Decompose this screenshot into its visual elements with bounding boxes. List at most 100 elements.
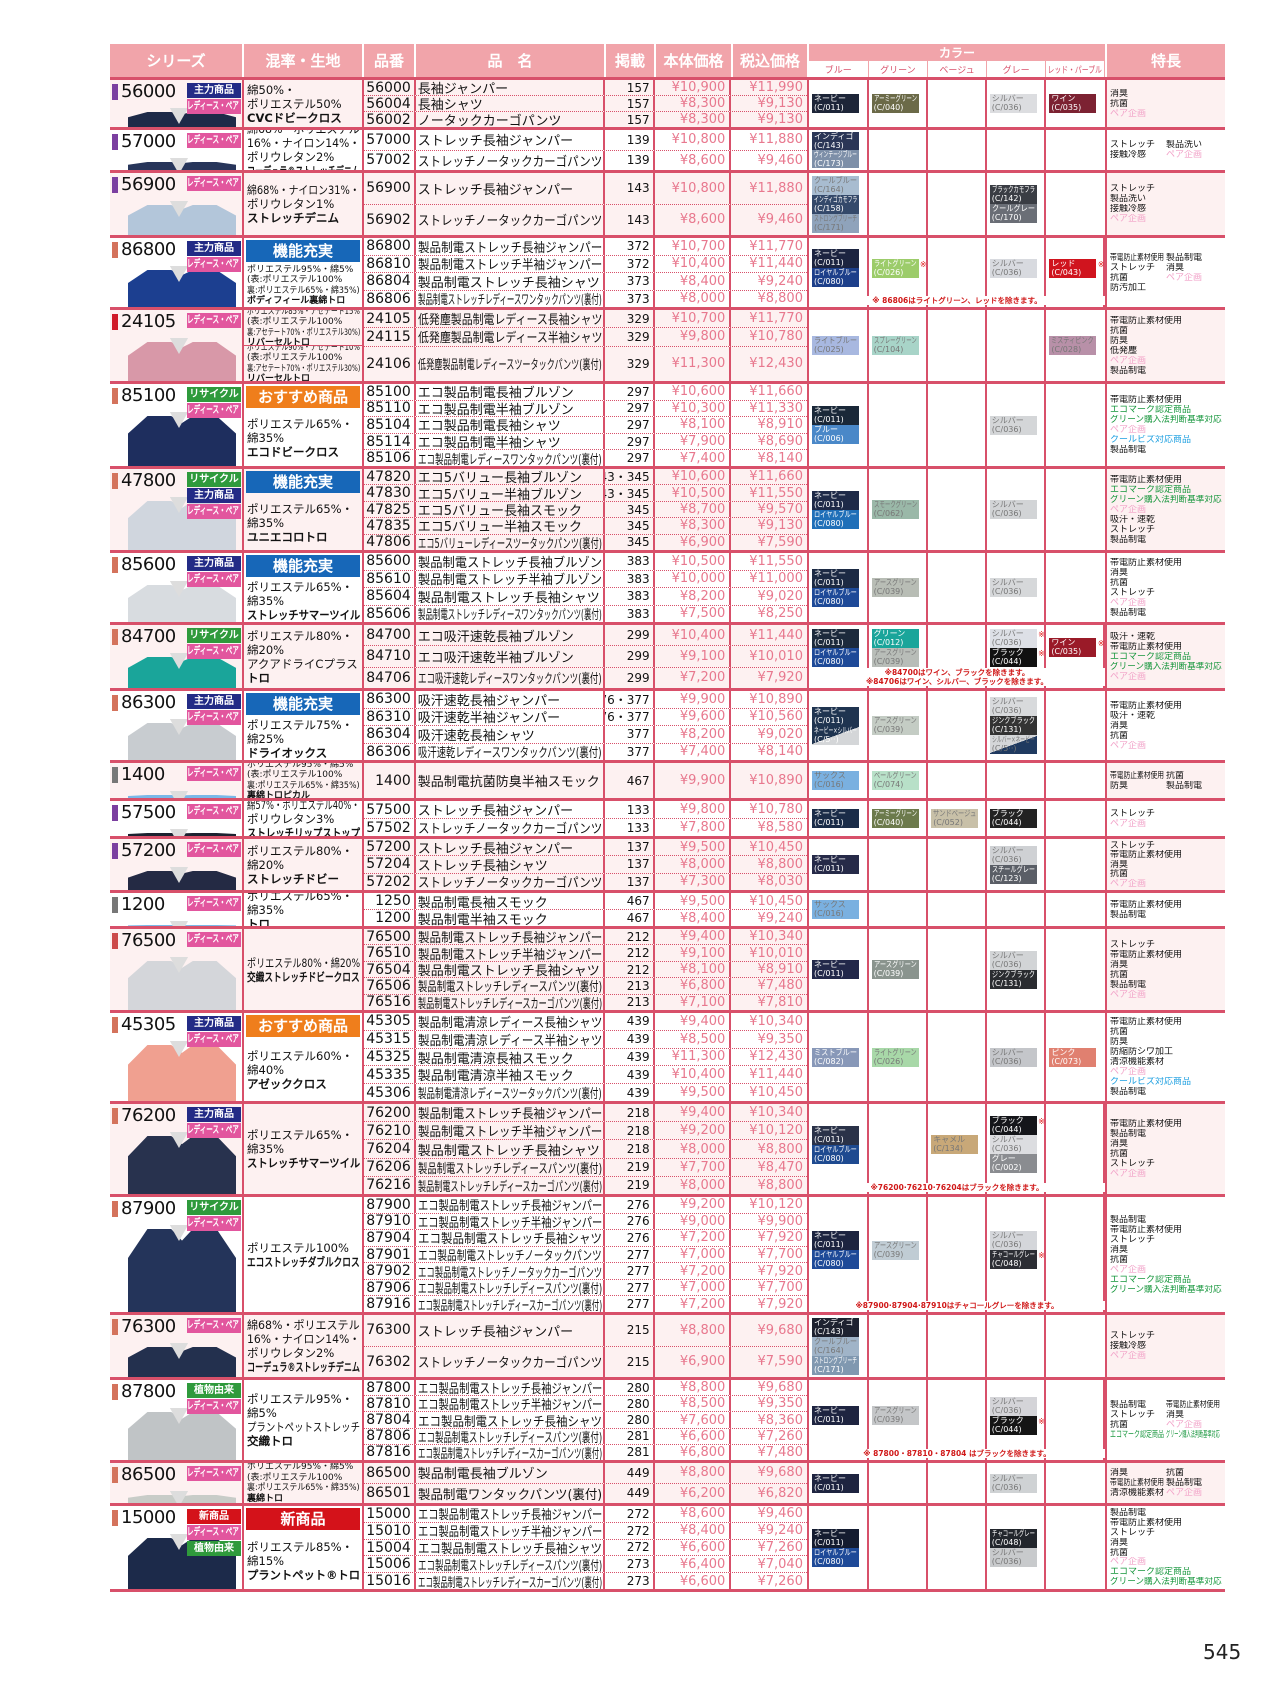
color-swatch[interactable]: ストロングブリーチ (C/171) [812,213,859,233]
product-row[interactable]: 85110 エコ製品制電半袖ブルゾン 297 ¥10,300 ¥11,330 [364,400,807,418]
product-row[interactable]: 86304 吸汗速乾長袖シャツ 377 ¥8,200 ¥9,020 [364,726,807,744]
color-swatch[interactable]: クールブルー (C/164) [812,175,859,195]
color-swatch[interactable]: クールブルー (C/164) [812,1336,859,1356]
color-swatch[interactable]: シルバー (C/036) [989,697,1037,716]
color-swatch[interactable]: シルバー (C/036) [989,500,1037,519]
product-row[interactable]: 85606 製品制電ストレッチレディースワンタックパンツ(裏付) 383 ¥7,500… [364,605,807,622]
product-row[interactable]: 15006 エコ製品制電ストレッチレディースパンツ(裏付) 273 ¥6,400 ¥7,… [364,1556,807,1574]
color-swatch[interactable]: ロイヤルブルー (C/080) [812,647,859,667]
color-swatch[interactable]: ブラックカモフラ (C/142) [989,185,1037,204]
product-row[interactable]: 86806 製品制電ストレッチレディースワンタックパンツ(裏付) 373 ¥8,000… [364,290,807,307]
product-row[interactable]: 45315 製品制電清涼レディース半袖シャツ 439 ¥8,500 ¥9,350 [364,1030,807,1049]
color-swatch[interactable]: スプレーグリーン (C/104) [871,336,919,355]
product-row[interactable]: 86310吸汗速乾半袖ジャンパー376・377¥9,600¥10,560 [364,708,807,726]
color-swatch[interactable]: シルバー×ネービー (C/5··) [989,735,1037,754]
color-swatch[interactable]: ヴィンテージブルー (C/173) [812,150,859,168]
color-swatch[interactable]: スモークグリーン (C/062) [871,500,919,519]
color-swatch[interactable]: ネービー (C/011) [812,1125,859,1145]
product-row[interactable]: 76516 製品制電ストレッチレディースカーゴパンツ(裏付) 213 ¥7,100 ¥7… [364,994,807,1010]
product-row[interactable]: 76506 製品制電ストレッチレディースパンツ(裏付) 213 ¥6,800 ¥7,48… [364,978,807,995]
product-row[interactable]: 15016 エコ製品制電ストレッチレディースカーゴパンツ(裏付) 273 ¥6,600… [364,1573,807,1589]
color-swatch[interactable]: アースグリーン (C/039) [871,1240,919,1260]
product-row[interactable]: 24115 低発塵製品制電レディース半袖シャツ 329 ¥9,800 ¥10,780 [364,328,807,347]
color-swatch[interactable]: シルバー (C/036) [989,415,1037,435]
color-swatch[interactable]: シルバー (C/036) [989,258,1037,278]
product-row[interactable]: 84710 エコ吸汗速乾半袖ブルゾン 299 ¥9,100 ¥10,010 [364,646,807,668]
color-swatch[interactable]: キャメル (C/134) [931,1135,979,1154]
product-row[interactable]: 76206 製品制電ストレッチレディースパンツ(裏付) 219 ¥7,700 ¥8,47… [364,1158,807,1177]
color-swatch[interactable]: ロイヤルブルー (C/080) [812,509,859,529]
color-swatch[interactable]: ネービー (C/011) [812,406,859,425]
product-row[interactable]: 56902 ストレッチノータックカーゴパンツ 143 ¥8,600 ¥9,460 [364,204,807,235]
product-row[interactable]: 15000 エコ製品制電ストレッチ長袖ジャンパー 272 ¥8,600 ¥9,460 [364,1506,807,1523]
color-swatch[interactable]: シルバー (C/036) [989,1135,1037,1154]
product-row[interactable]: 87806 エコ製品制電ストレッチレディースパンツ(裏付) 281 ¥6,600 ¥7,… [364,1428,807,1445]
product-row[interactable]: 87902 エコ製品制電ストレッチノータックカーゴパンツ 277 ¥7,200 ¥7,9… [364,1263,807,1280]
color-swatch[interactable]: クールグレー (C/170) [989,204,1037,223]
product-row[interactable]: 45325 製品制電清涼長袖スモック 439 ¥11,300 ¥12,430 [364,1048,807,1067]
color-swatch[interactable]: チャコールグレー (C/048) [989,1528,1037,1548]
product-row[interactable]: 87900 エコ製品制電ストレッチ長袖ジャンパー 276 ¥9,200 ¥10,120 [364,1197,807,1214]
color-swatch[interactable]: ネービー (C/011) [812,628,859,648]
color-swatch[interactable]: ネービー (C/011) [812,94,859,113]
color-swatch[interactable]: ブルー (C/006) [812,425,859,444]
color-swatch[interactable]: シルバー (C/036) [989,1396,1037,1416]
color-swatch[interactable]: シルバー (C/036) ※ [989,628,1045,648]
product-row[interactable]: 57200 ストレッチ長袖ジャンパー 137 ¥9,500 ¥10,450 [364,839,807,857]
product-row[interactable]: 85600 製品制電ストレッチ長袖ブルゾン 383 ¥10,500 ¥11,550 [364,553,807,571]
product-row[interactable]: 76210 製品制電ストレッチ半袖ジャンパー 218 ¥9,200 ¥10,120 [364,1122,807,1141]
color-swatch[interactable]: サックス (C/016) [812,771,859,790]
product-row[interactable]: 1250 製品制電長袖スモック 467 ¥9,500 ¥10,450 [364,893,807,910]
product-row[interactable]: 76204 製品制電ストレッチ長袖シャツ 218 ¥8,000 ¥8,800 [364,1140,807,1159]
color-swatch[interactable]: シルバー (C/036) [989,1231,1037,1250]
product-row[interactable]: 47835 エコ5バリュー半袖スモック 345 ¥8,300 ¥9,130 [364,518,807,535]
color-swatch[interactable]: ネービー (C/011) [812,855,859,874]
color-swatch[interactable]: アースグリーン (C/039) [871,960,919,979]
product-row[interactable]: 57204 ストレッチ長袖シャツ 137 ¥8,000 ¥8,800 [364,856,807,874]
product-row[interactable]: 47806 エコ5バリューレディースツータックパンツ(裏付) 345 ¥6,900 ¥7… [364,534,807,550]
product-row[interactable]: 76302 ストレッチノータックカーゴパンツ 215 ¥6,900 ¥7,590 [364,1346,807,1377]
color-swatch[interactable]: アースグリーン (C/039) [871,578,919,597]
product-row[interactable]: 87901 エコ製品制電ストレッチノータックパンツ 277 ¥7,000 ¥7,700 [364,1246,807,1264]
color-swatch[interactable]: ネービー (C/011) [812,1406,859,1425]
color-swatch[interactable]: ネービー (C/011) [812,568,859,588]
color-swatch[interactable]: ブラック (C/044) ※ [989,647,1045,667]
product-row[interactable]: 86810 製品制電ストレッチ半袖ジャンパー 372 ¥10,400 ¥11,440 [364,255,807,273]
product-row[interactable]: 85100 エコ製品制電長袖ブルゾン 297 ¥10,600 ¥11,660 [364,384,807,401]
product-row[interactable]: 85106 エコ製品制電レディースワンタックパンツ(裏付) 297 ¥7,400 ¥8,… [364,450,807,466]
product-row[interactable]: 47825 エコ5バリュー長袖スモック 345 ¥8,700 ¥9,570 [364,501,807,519]
color-swatch[interactable]: ネービー (C/011) [812,249,859,268]
color-swatch[interactable]: ライトグリーン (C/026) [871,1047,919,1067]
color-swatch[interactable]: ブラック (C/044) [989,809,1037,828]
color-swatch[interactable]: アースグリーン (C/039) [871,716,919,735]
product-row[interactable]: 84700 エコ吸汗速乾長袖ブルゾン 299 ¥10,400 ¥11,440 [364,625,807,647]
color-swatch[interactable]: シルバー (C/036) [989,1547,1037,1567]
product-row[interactable]: 87916 エコ製品制電ストレッチレディースカーゴパンツ(裏付) 277 ¥7,200… [364,1296,807,1312]
color-swatch[interactable]: ロイヤルブルー (C/080) [812,1547,859,1567]
color-swatch[interactable]: ストロングブリーチ (C/171) [812,1355,859,1375]
product-row[interactable]: 85604 製品制電ストレッチ長袖シャツ 383 ¥8,200 ¥9,020 [364,588,807,606]
product-row[interactable]: 56002 ノータックカーゴパンツ 157 ¥8,300 ¥9,130 [364,112,807,127]
product-row[interactable]: 76216 製品制電ストレッチレディースカーゴパンツ(裏付) 219 ¥8,000 ¥8… [364,1176,807,1194]
color-swatch[interactable]: チャコールグレー (C/048) ※ [989,1250,1045,1269]
product-row[interactable]: 47830エコ5バリュー半袖ブルゾン343・345¥10,500¥11,550 [364,485,807,502]
product-row[interactable]: 86800 製品制電ストレッチ長袖ジャンパー 372 ¥10,700 ¥11,770 [364,238,807,256]
product-row[interactable]: 87910 エコ製品制電ストレッチ半袖ジャンパー 276 ¥9,000 ¥9,900 [364,1213,807,1231]
color-swatch[interactable]: ミスティピンク (C/028) [1049,336,1097,355]
product-row[interactable]: 45306 製品制電清涼レディースツータックパンツ(裏付) 439 ¥9,500 ¥10… [364,1084,807,1101]
color-swatch[interactable]: ネービー (C/011) [812,1528,859,1548]
product-row[interactable]: 45335 製品制電清涼半袖スモック 439 ¥10,400 ¥11,440 [364,1066,807,1085]
color-swatch[interactable]: ペールグリーン (C/074) [871,771,919,790]
color-swatch[interactable]: アースグリーン (C/039) [871,647,919,667]
product-row[interactable]: 87904 エコ製品制電ストレッチ長袖シャツ 276 ¥7,200 ¥7,920 [364,1230,807,1247]
color-swatch[interactable]: ライトグリーン (C/026) ※ [871,258,927,278]
color-swatch[interactable]: ネービー (C/011) [812,490,859,510]
color-swatch[interactable]: ジンクブラック (C/131) [989,969,1037,989]
product-row[interactable]: 87816 エコ製品制電ストレッチレディースカーゴパンツ(裏付) 281 ¥6,800… [364,1444,807,1460]
product-row[interactable]: 1200 製品制電半袖スモック 467 ¥8,400 ¥9,240 [364,910,807,926]
color-swatch[interactable]: ブラック (C/044) ※ [989,1415,1045,1435]
color-swatch[interactable]: インディゴ (C/143) [812,132,859,150]
product-row[interactable]: 1400 製品制電抗菌防臭半袖スモック 467 ¥9,900 ¥10,890 [364,763,807,798]
product-row[interactable]: 57000 ストレッチ長袖ジャンパー 139 ¥10,800 ¥11,880 [364,130,807,151]
color-swatch[interactable]: インディゴ (C/143) [812,1317,859,1337]
